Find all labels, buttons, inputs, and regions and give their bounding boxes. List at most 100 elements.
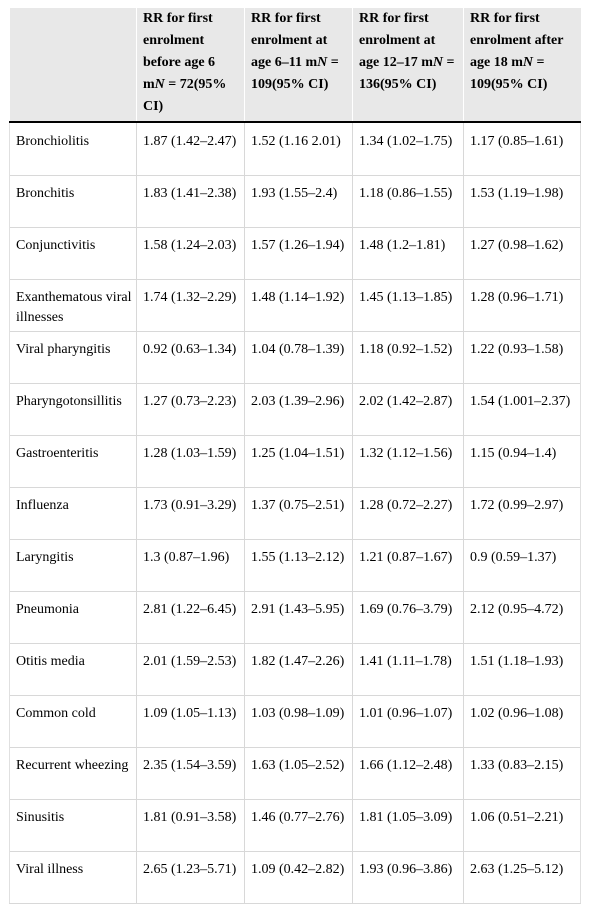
condition-cell: Pharyngotonsillitis [9,383,137,436]
rr-cell: 2.03 (1.39–2.96) [244,383,353,436]
header-n: N [317,55,328,70]
rr-cell: 1.27 (0.73–2.23) [136,383,245,436]
rr-cell: 2.81 (1.22–6.45) [136,591,245,644]
header-text-suffix: = 109(95% CI) [470,55,548,92]
rr-cell: 1.32 (1.12–1.56) [352,435,464,488]
rr-cell: 1.81 (1.05–3.09) [352,799,464,852]
rr-cell: 1.52 (1.16 2.01) [244,122,353,176]
rr-cell: 1.72 (0.99–2.97) [463,487,581,540]
rr-cell: 1.34 (1.02–1.75) [352,122,464,176]
rr-cell: 1.57 (1.26–1.94) [244,227,353,280]
condition-cell: Conjunctivitis [9,227,137,280]
rr-cell: 1.02 (0.96–1.08) [463,695,581,748]
table-row: Bronchiolitis 1.87 (1.42–2.47) 1.52 (1.1… [9,122,581,176]
header-text: RR for first enrolment at age 6–11 m [251,11,328,70]
rr-cell: 1.18 (0.92–1.52) [352,331,464,384]
rr-cell: 1.03 (0.98–1.09) [244,695,353,748]
rr-cell: 1.04 (0.78–1.39) [244,331,353,384]
condition-cell: Bronchiolitis [9,122,137,176]
header-text-suffix: = 109(95% CI) [251,55,339,92]
column-header-6-11m: RR for first enrolment at age 6–11 mN = … [244,8,353,122]
table-row: Common cold 1.09 (1.05–1.13) 1.03 (0.98–… [9,695,581,748]
rr-cell: 1.48 (1.14–1.92) [244,279,353,332]
relative-risk-table: RR for first enrolment before age 6 mN =… [9,8,581,904]
header-n: N [522,55,534,70]
table-row: Influenza 1.73 (0.91–3.29) 1.37 (0.75–2.… [9,487,581,540]
rr-cell: 1.15 (0.94–1.4) [463,435,581,488]
rr-cell: 1.74 (1.32–2.29) [136,279,245,332]
header-n: N [432,55,444,70]
rr-cell: 2.01 (1.59–2.53) [136,643,245,696]
rr-cell: 1.09 (1.05–1.13) [136,695,245,748]
rr-cell: 1.3 (0.87–1.96) [136,539,245,592]
rr-cell: 1.63 (1.05–2.52) [244,747,353,800]
rr-cell: 1.18 (0.86–1.55) [352,175,464,228]
rr-cell: 1.73 (0.91–3.29) [136,487,245,540]
condition-cell: Laryngitis [9,539,137,592]
rr-cell: 1.46 (0.77–2.76) [244,799,353,852]
condition-cell: Bronchitis [9,175,137,228]
rr-cell: 2.63 (1.25–5.12) [463,851,581,904]
condition-cell: Gastroenteritis [9,435,137,488]
header-text-suffix: = 136(95% CI) [359,55,455,92]
rr-cell: 1.28 (0.72–2.27) [352,487,464,540]
rr-cell: 1.28 (1.03–1.59) [136,435,245,488]
rr-cell: 2.35 (1.54–3.59) [136,747,245,800]
rr-cell: 1.83 (1.41–2.38) [136,175,245,228]
rr-cell: 1.25 (1.04–1.51) [244,435,353,488]
rr-cell: 1.21 (0.87–1.67) [352,539,464,592]
table-row: Exanthematous viral illnesses 1.74 (1.32… [9,279,581,332]
condition-cell: Common cold [9,695,137,748]
rr-cell: 1.45 (1.13–1.85) [352,279,464,332]
header-n: N [154,77,165,92]
table-row: Viral pharyngitis 0.92 (0.63–1.34) 1.04 … [9,331,581,384]
rr-cell: 1.01 (0.96–1.07) [352,695,464,748]
rr-cell: 1.87 (1.42–2.47) [136,122,245,176]
rr-cell: 1.06 (0.51–2.21) [463,799,581,852]
column-header-after-18m: RR for first enrolment after age 18 mN =… [463,8,581,122]
rr-cell: 2.91 (1.43–5.95) [244,591,353,644]
rr-cell: 1.58 (1.24–2.03) [136,227,245,280]
condition-cell: Viral pharyngitis [9,331,137,384]
condition-cell: Influenza [9,487,137,540]
table-row: Bronchitis 1.83 (1.41–2.38) 1.93 (1.55–2… [9,175,581,228]
results-table-container: RR for first enrolment before age 6 mN =… [9,8,581,904]
table-row: Recurrent wheezing 2.35 (1.54–3.59) 1.63… [9,747,581,800]
column-header-before-6m: RR for first enrolment before age 6 mN =… [136,8,245,122]
rr-cell: 1.66 (1.12–2.48) [352,747,464,800]
rr-cell: 1.28 (0.96–1.71) [463,279,581,332]
table-row: Sinusitis 1.81 (0.91–3.58) 1.46 (0.77–2.… [9,799,581,852]
table-row: Conjunctivitis 1.58 (1.24–2.03) 1.57 (1.… [9,227,581,280]
rr-cell: 0.9 (0.59–1.37) [463,539,581,592]
rr-cell: 1.82 (1.47–2.26) [244,643,353,696]
rr-cell: 0.92 (0.63–1.34) [136,331,245,384]
condition-cell: Exanthematous viral illnesses [9,279,137,332]
table-row: Laryngitis 1.3 (0.87–1.96) 1.55 (1.13–2.… [9,539,581,592]
header-text: RR for first enrolment before age 6 m [143,11,216,92]
rr-cell: 2.02 (1.42–2.87) [352,383,464,436]
condition-cell: Pneumonia [9,591,137,644]
rr-cell: 1.37 (0.75–2.51) [244,487,353,540]
rr-cell: 1.54 (1.001–2.37) [463,383,581,436]
header-text: RR for first enrolment after age 18 m [470,11,564,70]
rr-cell: 1.48 (1.2–1.81) [352,227,464,280]
rr-cell: 1.55 (1.13–2.12) [244,539,353,592]
rr-cell: 1.33 (0.83–2.15) [463,747,581,800]
table-header-row: RR for first enrolment before age 6 mN =… [9,8,581,122]
rr-cell: 1.93 (1.55–2.4) [244,175,353,228]
condition-cell: Viral illness [9,851,137,904]
condition-cell: Otitis media [9,643,137,696]
rr-cell: 2.12 (0.95–4.72) [463,591,581,644]
rr-cell: 2.65 (1.23–5.71) [136,851,245,904]
rr-cell: 1.09 (0.42–2.82) [244,851,353,904]
rr-cell: 1.22 (0.93–1.58) [463,331,581,384]
table-row: Otitis media 2.01 (1.59–2.53) 1.82 (1.47… [9,643,581,696]
table-row: Viral illness 2.65 (1.23–5.71) 1.09 (0.4… [9,851,581,904]
header-text-suffix: = 72(95% CI) [143,77,227,114]
table-row: Gastroenteritis 1.28 (1.03–1.59) 1.25 (1… [9,435,581,488]
table-row: Pneumonia 2.81 (1.22–6.45) 2.91 (1.43–5.… [9,591,581,644]
rr-cell: 1.27 (0.98–1.62) [463,227,581,280]
rr-cell: 1.17 (0.85–1.61) [463,122,581,176]
rr-cell: 1.93 (0.96–3.86) [352,851,464,904]
table-row: Pharyngotonsillitis 1.27 (0.73–2.23) 2.0… [9,383,581,436]
